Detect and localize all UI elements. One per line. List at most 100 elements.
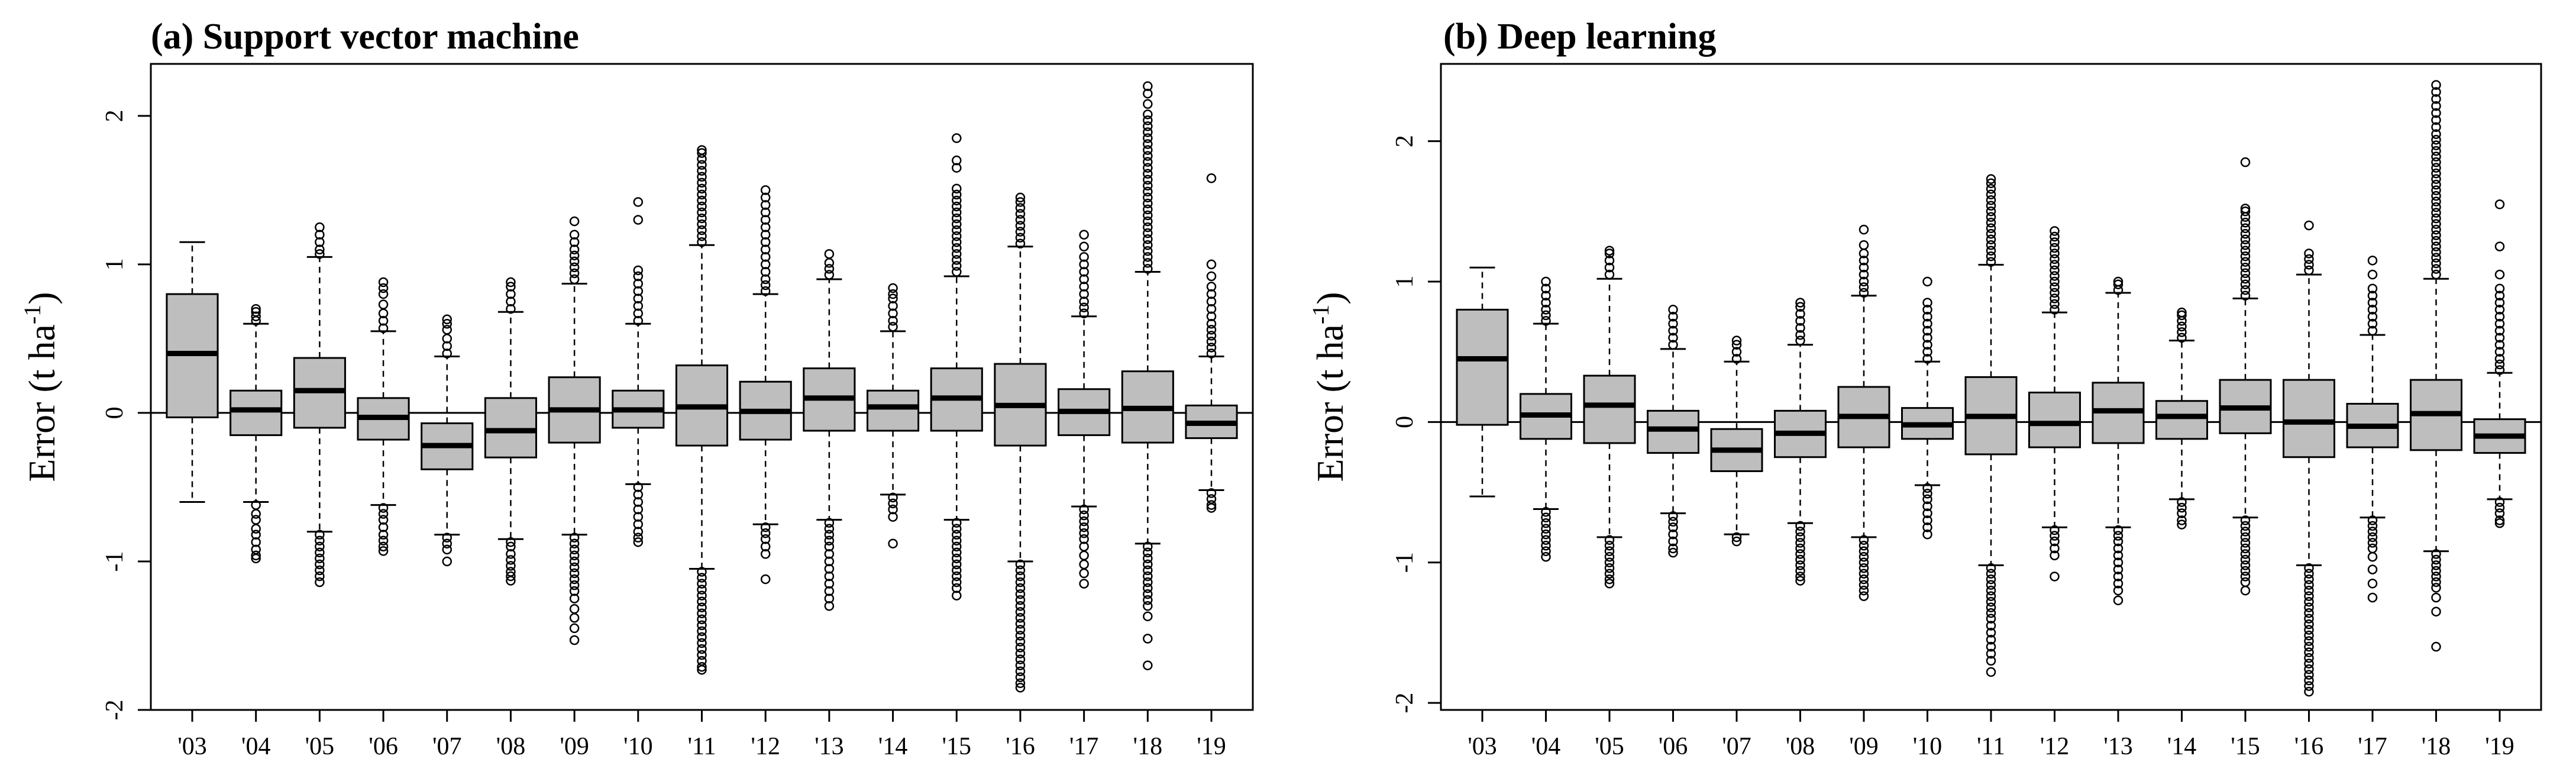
outlier-point [251,306,261,317]
iqr-box [484,397,538,458]
x-tick-label: '13 [2103,733,2133,760]
outlier-point [1922,325,1932,336]
outlier-point [952,559,962,570]
outlier-point [633,489,644,500]
outlier-point [1143,127,1153,137]
outlier-point [1604,269,1615,280]
outlier-point [2431,577,2441,587]
outlier-point [1922,305,1932,315]
outlier-point [1143,589,1153,599]
outlier-point [2240,560,2251,570]
outlier-point [952,249,962,259]
outlier-point [2050,305,2060,315]
outlier-point [2304,585,2314,596]
outlier-point [1015,197,1026,207]
outlier-point [378,509,389,519]
outlier-point [2304,569,2314,579]
outlier-point [569,262,580,273]
outlier-point [2240,157,2251,167]
box-06 [1647,305,1699,558]
outlier-point [1986,223,1996,233]
outlier-point [2367,325,2378,336]
outlier-point [1541,529,1551,540]
box-19 [1185,173,1238,513]
outlier-point [1859,282,1869,292]
outlier-point [2113,595,2123,606]
box-16 [2283,220,2335,697]
outlier-point [888,322,898,332]
x-tick-label: '05 [305,733,335,760]
outlier-point [1922,515,1932,525]
outlier-point [1015,215,1026,225]
outlier-point [824,270,835,280]
outlier-point [1859,591,1869,601]
y-axis-label-superscript: -1 [1307,305,1334,324]
outlier-point [1541,512,1551,523]
outlier-point [952,195,962,206]
outlier-point [760,207,771,218]
outlier-point [1143,109,1153,120]
outlier-point [2304,625,2314,635]
iqr-box [2028,391,2081,448]
outlier-point [251,311,261,322]
outlier-point [952,535,962,546]
outlier-point [697,644,707,654]
outlier-point [1143,611,1153,622]
outlier-point [1859,563,1869,573]
outlier-point [1206,259,1217,270]
outlier-point [2431,174,2441,184]
outlier-point [315,565,325,576]
outlier-point [1668,332,1678,343]
outlier-point [824,571,835,582]
outlier-point [2240,218,2251,228]
outlier-point [1541,310,1551,321]
outlier-point [569,216,580,227]
outlier-point [378,299,389,309]
box-18 [2410,80,2462,652]
outlier-point [1079,534,1089,544]
outlier-point [442,348,452,359]
outlier-point [442,556,452,567]
outlier-point [251,529,261,540]
outlier-point [2050,265,2060,276]
outlier-point [2431,258,2441,269]
box-14 [2155,307,2208,529]
outlier-point [1795,316,1805,326]
outlier-point [1922,501,1932,512]
outlier-point [2304,636,2314,646]
outlier-point [1206,503,1217,513]
outlier-point [633,537,644,547]
chart-title: (b) Deep learning [1443,17,1717,57]
outlier-point [2240,527,2251,537]
outlier-point [2240,554,2251,565]
outlier-point [1986,234,1996,244]
outlier-point [1986,195,1996,205]
box-04 [230,303,283,564]
outlier-point [2494,290,2505,301]
outlier-point [1795,335,1805,345]
y-axis-label: Error (t ha-1) [1307,292,1351,482]
outlier-point [888,492,898,503]
outlier-point [1015,192,1026,203]
outlier-point [1859,276,1869,287]
outlier-point [2240,521,2251,531]
outlier-point [2494,241,2505,251]
box-04 [1520,276,1572,562]
outlier-point [2177,497,2187,507]
outlier-point [442,532,452,543]
outlier-point [1143,577,1153,587]
outlier-point [2367,269,2378,280]
outlier-point [2240,566,2251,576]
outlier-point [2494,340,2505,350]
outlier-point [1143,169,1153,179]
outlier-point [633,519,644,529]
outlier-point [1079,282,1089,292]
box-14 [866,283,920,549]
x-tick-label: '07 [432,733,462,760]
outlier-point [2240,206,2251,217]
outlier-point [2367,521,2378,531]
outlier-point [697,219,707,230]
outlier-point [1079,568,1089,579]
outlier-point [315,547,325,558]
outlier-point [1143,115,1153,125]
